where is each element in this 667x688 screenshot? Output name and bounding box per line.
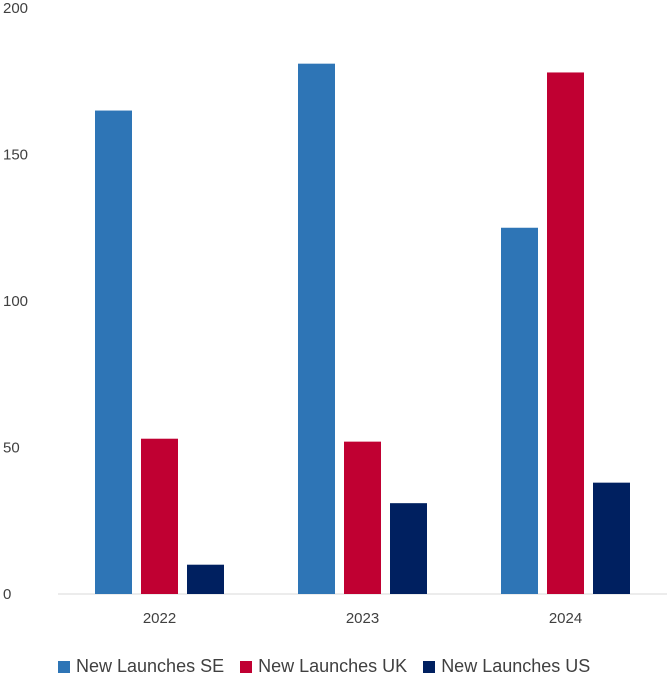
legend-item: New Launches US xyxy=(423,656,590,677)
legend: New Launches SE New Launches UK New Launch… xyxy=(58,656,606,677)
legend-item: New Launches SE xyxy=(58,656,224,677)
legend-label: New Launches US xyxy=(441,656,591,676)
bar-2022-series-3 xyxy=(187,564,224,594)
bar-2024-series-2 xyxy=(547,72,584,594)
legend-swatch xyxy=(58,660,70,673)
legend-swatch xyxy=(423,660,436,673)
bar-2024-series-3 xyxy=(593,482,630,594)
legend-swatch xyxy=(240,660,253,673)
x-tick-label: 2024 xyxy=(549,610,582,627)
bar-2023-series-1 xyxy=(298,63,335,595)
legend-item: New Launches UK xyxy=(240,656,407,677)
x-axis: 2022 2023 2024 xyxy=(143,610,582,627)
y-tick-label: 150 xyxy=(3,147,28,164)
y-axis: 0 50 100 150 200 xyxy=(3,0,28,603)
bar-2024-series-1 xyxy=(501,227,538,594)
bar-chart: 0 50 100 150 200 2022 2023 2024 xyxy=(3,0,667,627)
legend-label: New Launches SE xyxy=(76,656,225,676)
y-tick-label: 0 xyxy=(3,586,11,603)
legend-label: New Launches UK xyxy=(258,656,408,676)
bars xyxy=(95,63,630,595)
x-tick-label: 2022 xyxy=(143,610,176,627)
bar-2023-series-2 xyxy=(344,441,381,594)
bar-2023-series-3 xyxy=(390,503,427,594)
y-tick-label: 200 xyxy=(3,0,28,17)
y-tick-label: 50 xyxy=(3,440,20,457)
x-tick-label: 2023 xyxy=(346,610,379,627)
bar-2022-series-1 xyxy=(95,110,132,595)
y-tick-label: 100 xyxy=(3,293,28,310)
bar-2022-series-2 xyxy=(141,438,178,594)
